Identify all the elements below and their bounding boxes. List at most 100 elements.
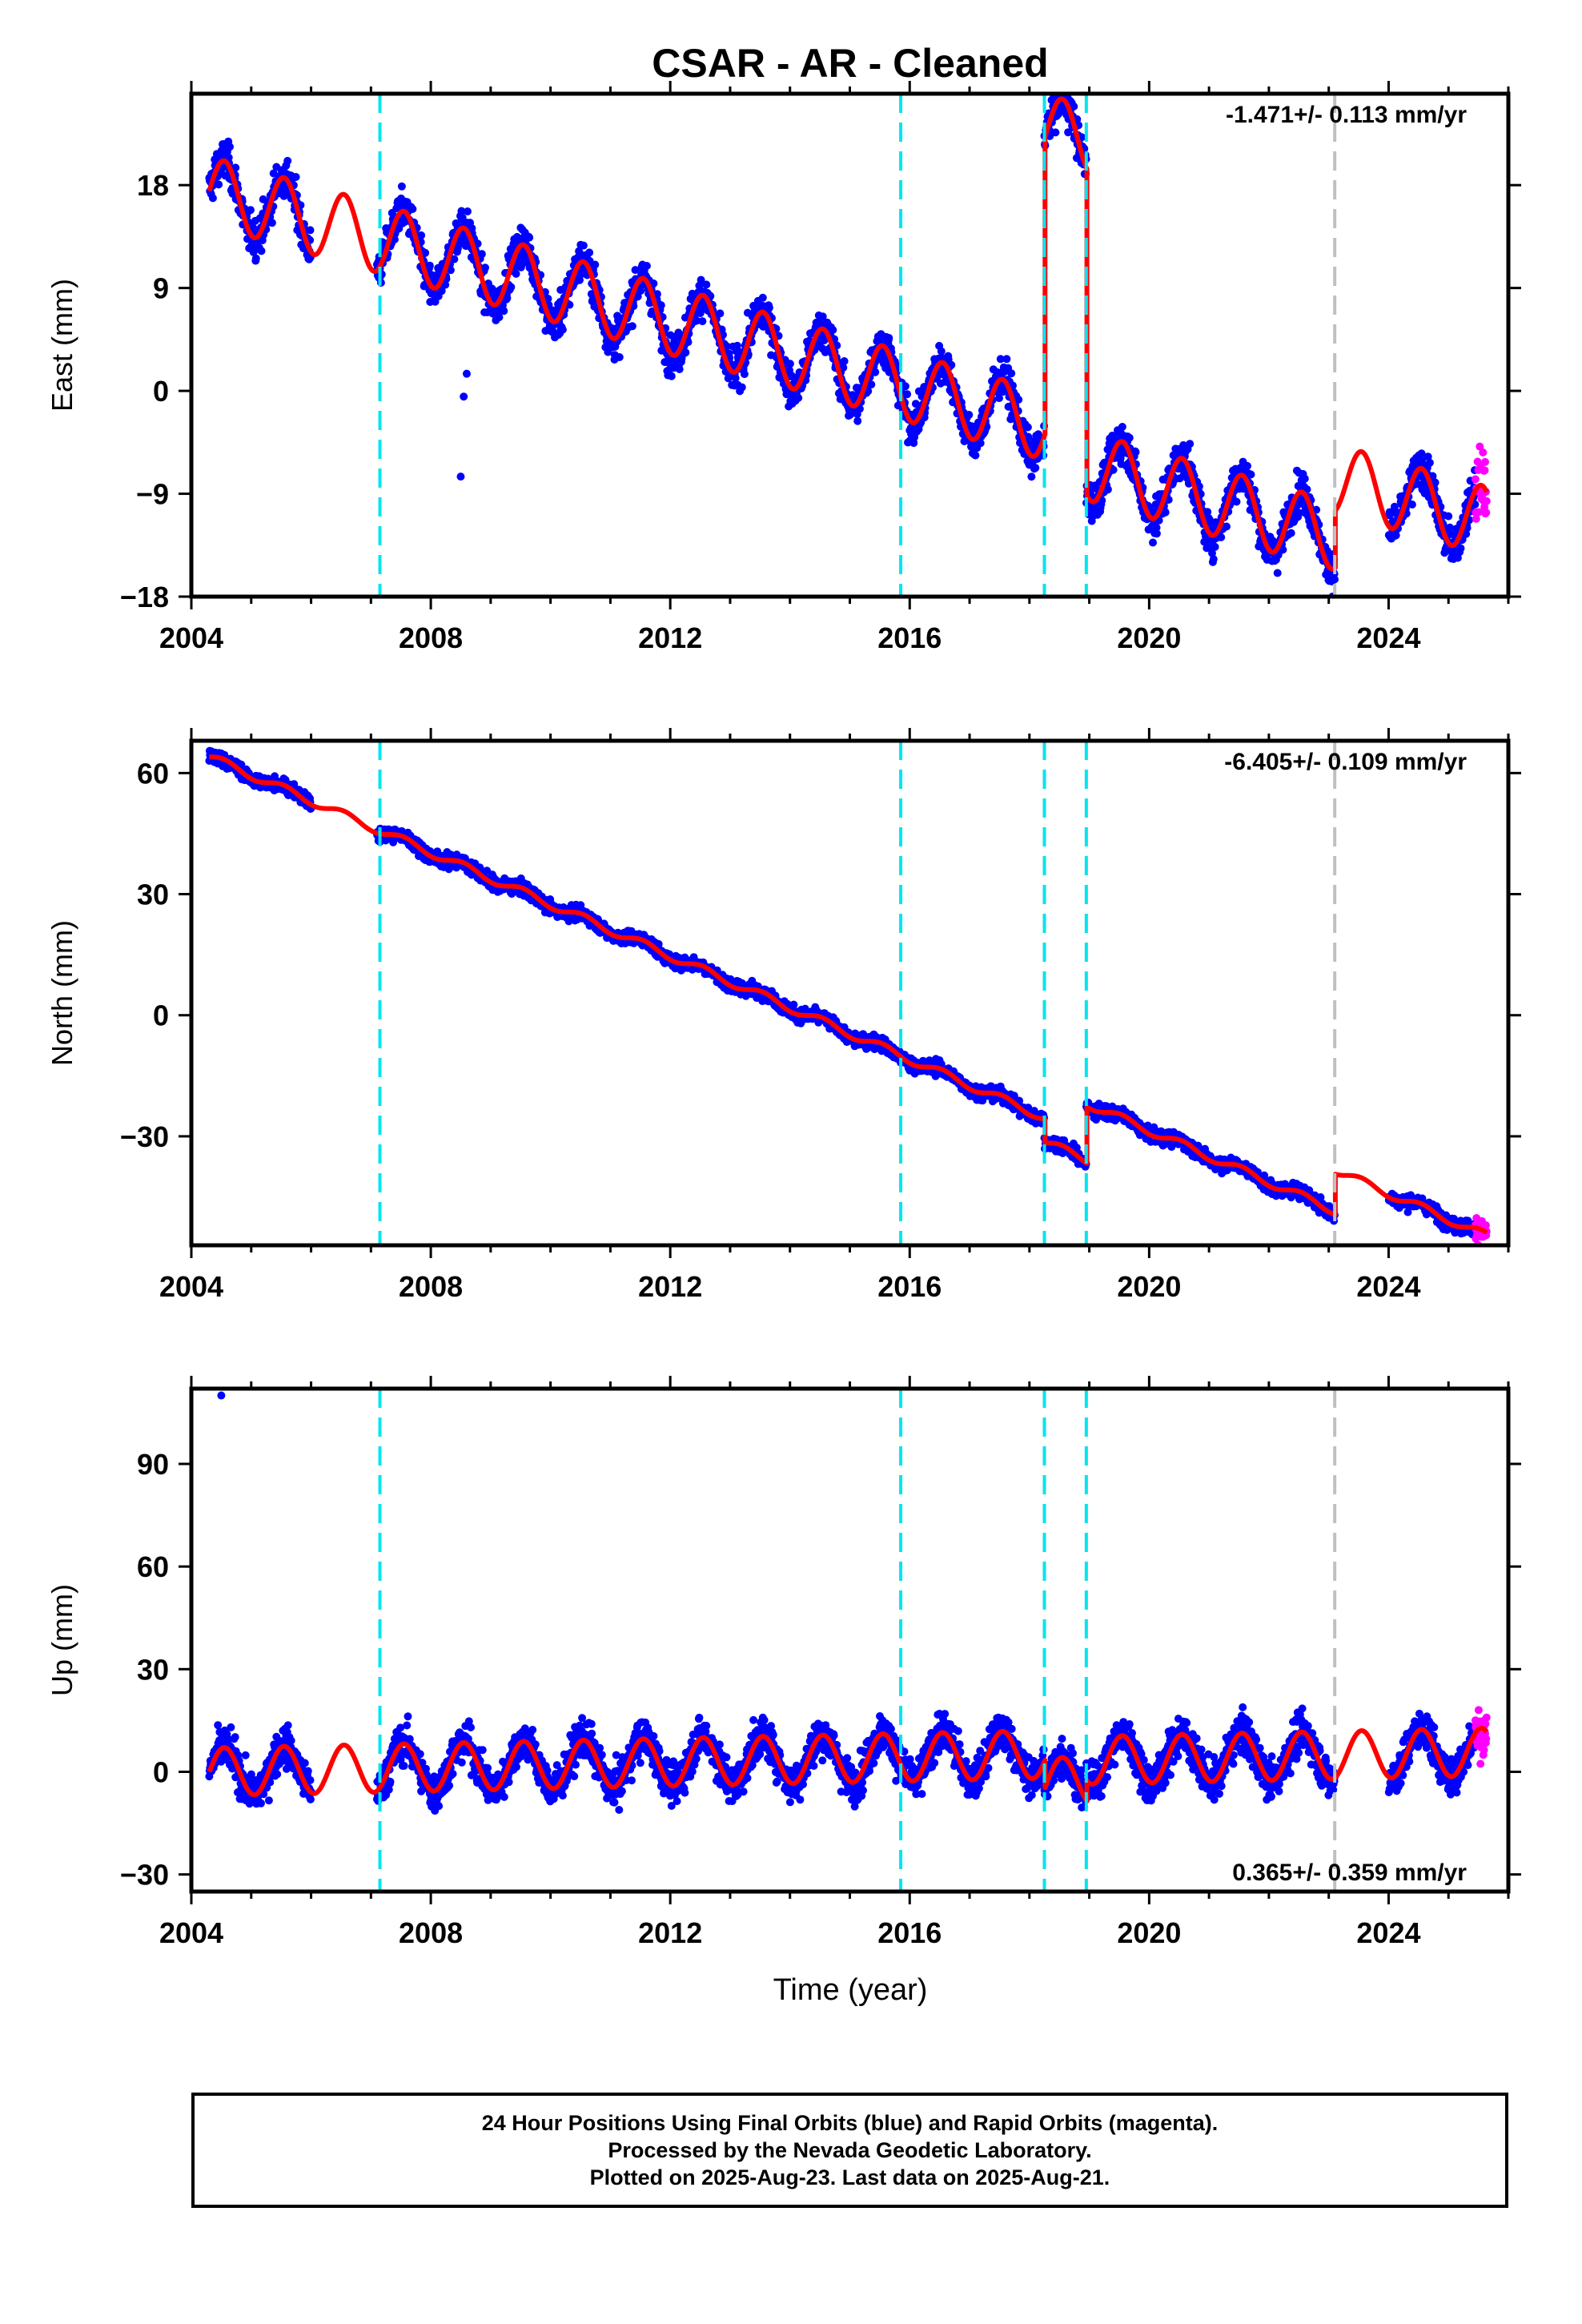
final-orbit-point: [1331, 575, 1339, 584]
final-orbit-point: [1014, 396, 1023, 404]
final-orbit-point: [306, 226, 315, 235]
final-orbit-point: [1118, 423, 1126, 431]
final-orbit-point: [1031, 464, 1040, 472]
final-orbit-point: [656, 301, 665, 310]
final-orbit-point: [642, 262, 651, 270]
final-orbit-point: [1064, 128, 1073, 137]
final-orbit-point: [544, 295, 552, 303]
final-orbit-point: [995, 394, 1003, 403]
final-orbit-point: [579, 241, 588, 250]
final-orbit-point: [450, 255, 459, 263]
final-orbit-point: [853, 416, 862, 425]
y-tick-label: −9: [136, 478, 169, 511]
final-orbit-point: [731, 374, 740, 383]
y-tick-label: 18: [137, 169, 169, 202]
final-orbit-point: [1049, 78, 1057, 86]
final-orbit-point: [675, 365, 684, 373]
final-orbit-point: [871, 368, 880, 376]
x-tick-label: 2008: [399, 621, 463, 654]
final-orbit-point: [1152, 529, 1161, 538]
final-orbit-point: [1247, 470, 1255, 479]
x-tick-label: 2004: [159, 621, 223, 654]
final-orbit-point: [585, 248, 594, 257]
final-orbit-point: [495, 313, 504, 322]
final-orbit-point: [231, 163, 240, 172]
y-axis-label: East (mm): [46, 279, 78, 412]
final-orbit-point: [716, 309, 725, 318]
final-orbit-point: [971, 451, 980, 460]
final-orbit-point: [1205, 516, 1214, 524]
final-orbit-point: [421, 248, 430, 257]
final-orbit-point: [652, 290, 661, 299]
final-orbit-point: [291, 173, 300, 181]
final-orbit-points: [205, 746, 1480, 1239]
final-orbit-point: [1055, 76, 1063, 84]
outlier-point: [456, 472, 465, 481]
final-orbit-point: [397, 182, 406, 191]
x-tick-label: 2020: [1117, 621, 1181, 654]
final-orbit-point: [208, 194, 217, 203]
final-orbit-point: [649, 279, 658, 287]
final-orbit-point: [1223, 522, 1231, 531]
final-orbit-point: [765, 304, 773, 312]
final-orbit-point: [696, 309, 705, 318]
final-orbit-point: [1425, 458, 1434, 467]
final-orbit-point: [697, 275, 705, 284]
final-orbit-point: [283, 156, 292, 165]
outlier-point: [462, 369, 471, 378]
final-orbit-point: [1070, 102, 1078, 111]
final-orbit-point: [226, 143, 234, 151]
final-orbit-point: [829, 326, 837, 334]
final-orbit-point: [1161, 508, 1170, 517]
final-orbit-point: [666, 331, 675, 340]
final-orbit-point: [576, 275, 584, 284]
final-orbit-point: [722, 342, 731, 351]
rapid-orbit-point: [1482, 497, 1491, 505]
model-fit-line: [207, 96, 1489, 572]
final-orbit-point: [737, 383, 746, 392]
final-orbit-point: [1209, 555, 1218, 564]
outlier-point: [460, 392, 468, 401]
x-tick-label: 2024: [1356, 621, 1420, 654]
final-orbit-point: [1444, 512, 1453, 521]
final-orbit-point: [1002, 355, 1011, 364]
plot-area: [205, 746, 1491, 1245]
final-orbit-point: [1103, 485, 1112, 494]
final-orbit-point: [901, 382, 909, 391]
final-orbit-point: [903, 390, 912, 399]
rapid-orbit-point: [1481, 457, 1489, 466]
final-orbit-point: [458, 213, 467, 222]
final-orbit-point: [937, 347, 946, 356]
final-orbit-point: [839, 364, 848, 372]
final-orbit-point: [408, 205, 417, 213]
final-orbit-point: [446, 266, 455, 275]
final-orbit-point: [267, 219, 276, 227]
final-orbit-point: [615, 353, 624, 361]
final-orbit-point: [1057, 85, 1065, 93]
final-orbit-point: [996, 355, 1005, 364]
final-orbit-point: [733, 341, 741, 350]
x-tick-label: 2016: [877, 621, 942, 654]
final-orbit-point: [1109, 465, 1118, 474]
final-orbit-point: [1023, 423, 1032, 432]
final-orbit-point: [1456, 544, 1465, 553]
velocity-label: -1.471+/- 0.113 mm/yr: [1226, 102, 1467, 128]
final-orbit-point: [693, 316, 701, 325]
final-orbit-point: [437, 287, 446, 296]
final-orbit-point: [965, 411, 974, 419]
final-orbit-point: [1131, 448, 1140, 456]
final-orbit-point: [885, 334, 893, 342]
final-orbit-point: [794, 393, 803, 402]
y-tick-label: −18: [120, 581, 169, 613]
final-orbit-point: [1024, 432, 1033, 441]
final-orbit-point: [591, 260, 600, 269]
final-orbit-point: [525, 233, 534, 242]
final-orbit-point: [1232, 497, 1241, 506]
final-orbit-point: [1027, 472, 1036, 481]
final-orbit-point: [702, 280, 711, 289]
final-orbit-point: [247, 206, 255, 215]
final-orbit-point: [464, 207, 472, 215]
final-orbit-point: [1149, 538, 1157, 547]
final-orbit-point: [1152, 523, 1161, 532]
